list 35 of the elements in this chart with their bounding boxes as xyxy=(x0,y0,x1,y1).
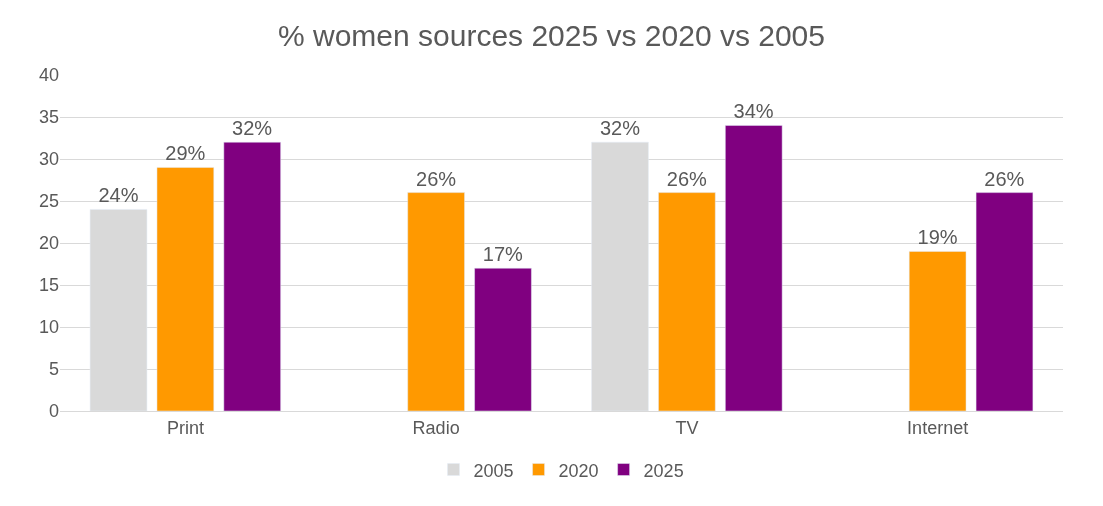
y-tick-label: 20 xyxy=(38,233,59,254)
y-tick-label: 25 xyxy=(38,191,59,212)
y-tick-label: 5 xyxy=(48,359,59,380)
data-label: 24% xyxy=(98,184,139,207)
bar xyxy=(223,141,281,411)
bar xyxy=(474,267,532,411)
x-tick-label: TV xyxy=(675,417,699,438)
data-label: 26% xyxy=(416,167,457,190)
data-label: 26% xyxy=(984,167,1025,190)
data-label: 19% xyxy=(917,226,958,249)
legend-label: 2025 xyxy=(643,460,684,481)
data-label: 26% xyxy=(666,167,707,190)
bar xyxy=(156,167,215,411)
bar xyxy=(908,251,967,411)
legend-label: 2020 xyxy=(558,460,599,481)
y-tick-label: 0 xyxy=(48,401,59,422)
x-tick-label: Print xyxy=(166,417,204,438)
y-tick-label: 40 xyxy=(38,65,59,86)
bar xyxy=(658,192,716,411)
data-label: 32% xyxy=(599,117,641,140)
legend-label: 2005 xyxy=(473,460,514,481)
y-tick-label: 10 xyxy=(38,317,59,338)
x-tick-label: Radio xyxy=(412,417,460,438)
bar xyxy=(407,192,465,411)
bar xyxy=(725,125,783,411)
data-label: 32% xyxy=(232,117,273,140)
data-label: 17% xyxy=(482,243,524,266)
bar xyxy=(975,192,1034,411)
y-tick-label: 30 xyxy=(38,149,59,170)
x-tick-label: Internet xyxy=(907,417,969,438)
chart-title: % women sources 2025 vs 2020 vs 2005 xyxy=(278,19,825,53)
data-label: 29% xyxy=(165,142,206,165)
y-tick-label: 35 xyxy=(38,107,59,128)
y-tick-label: 15 xyxy=(38,275,59,296)
data-label: 34% xyxy=(733,100,774,123)
